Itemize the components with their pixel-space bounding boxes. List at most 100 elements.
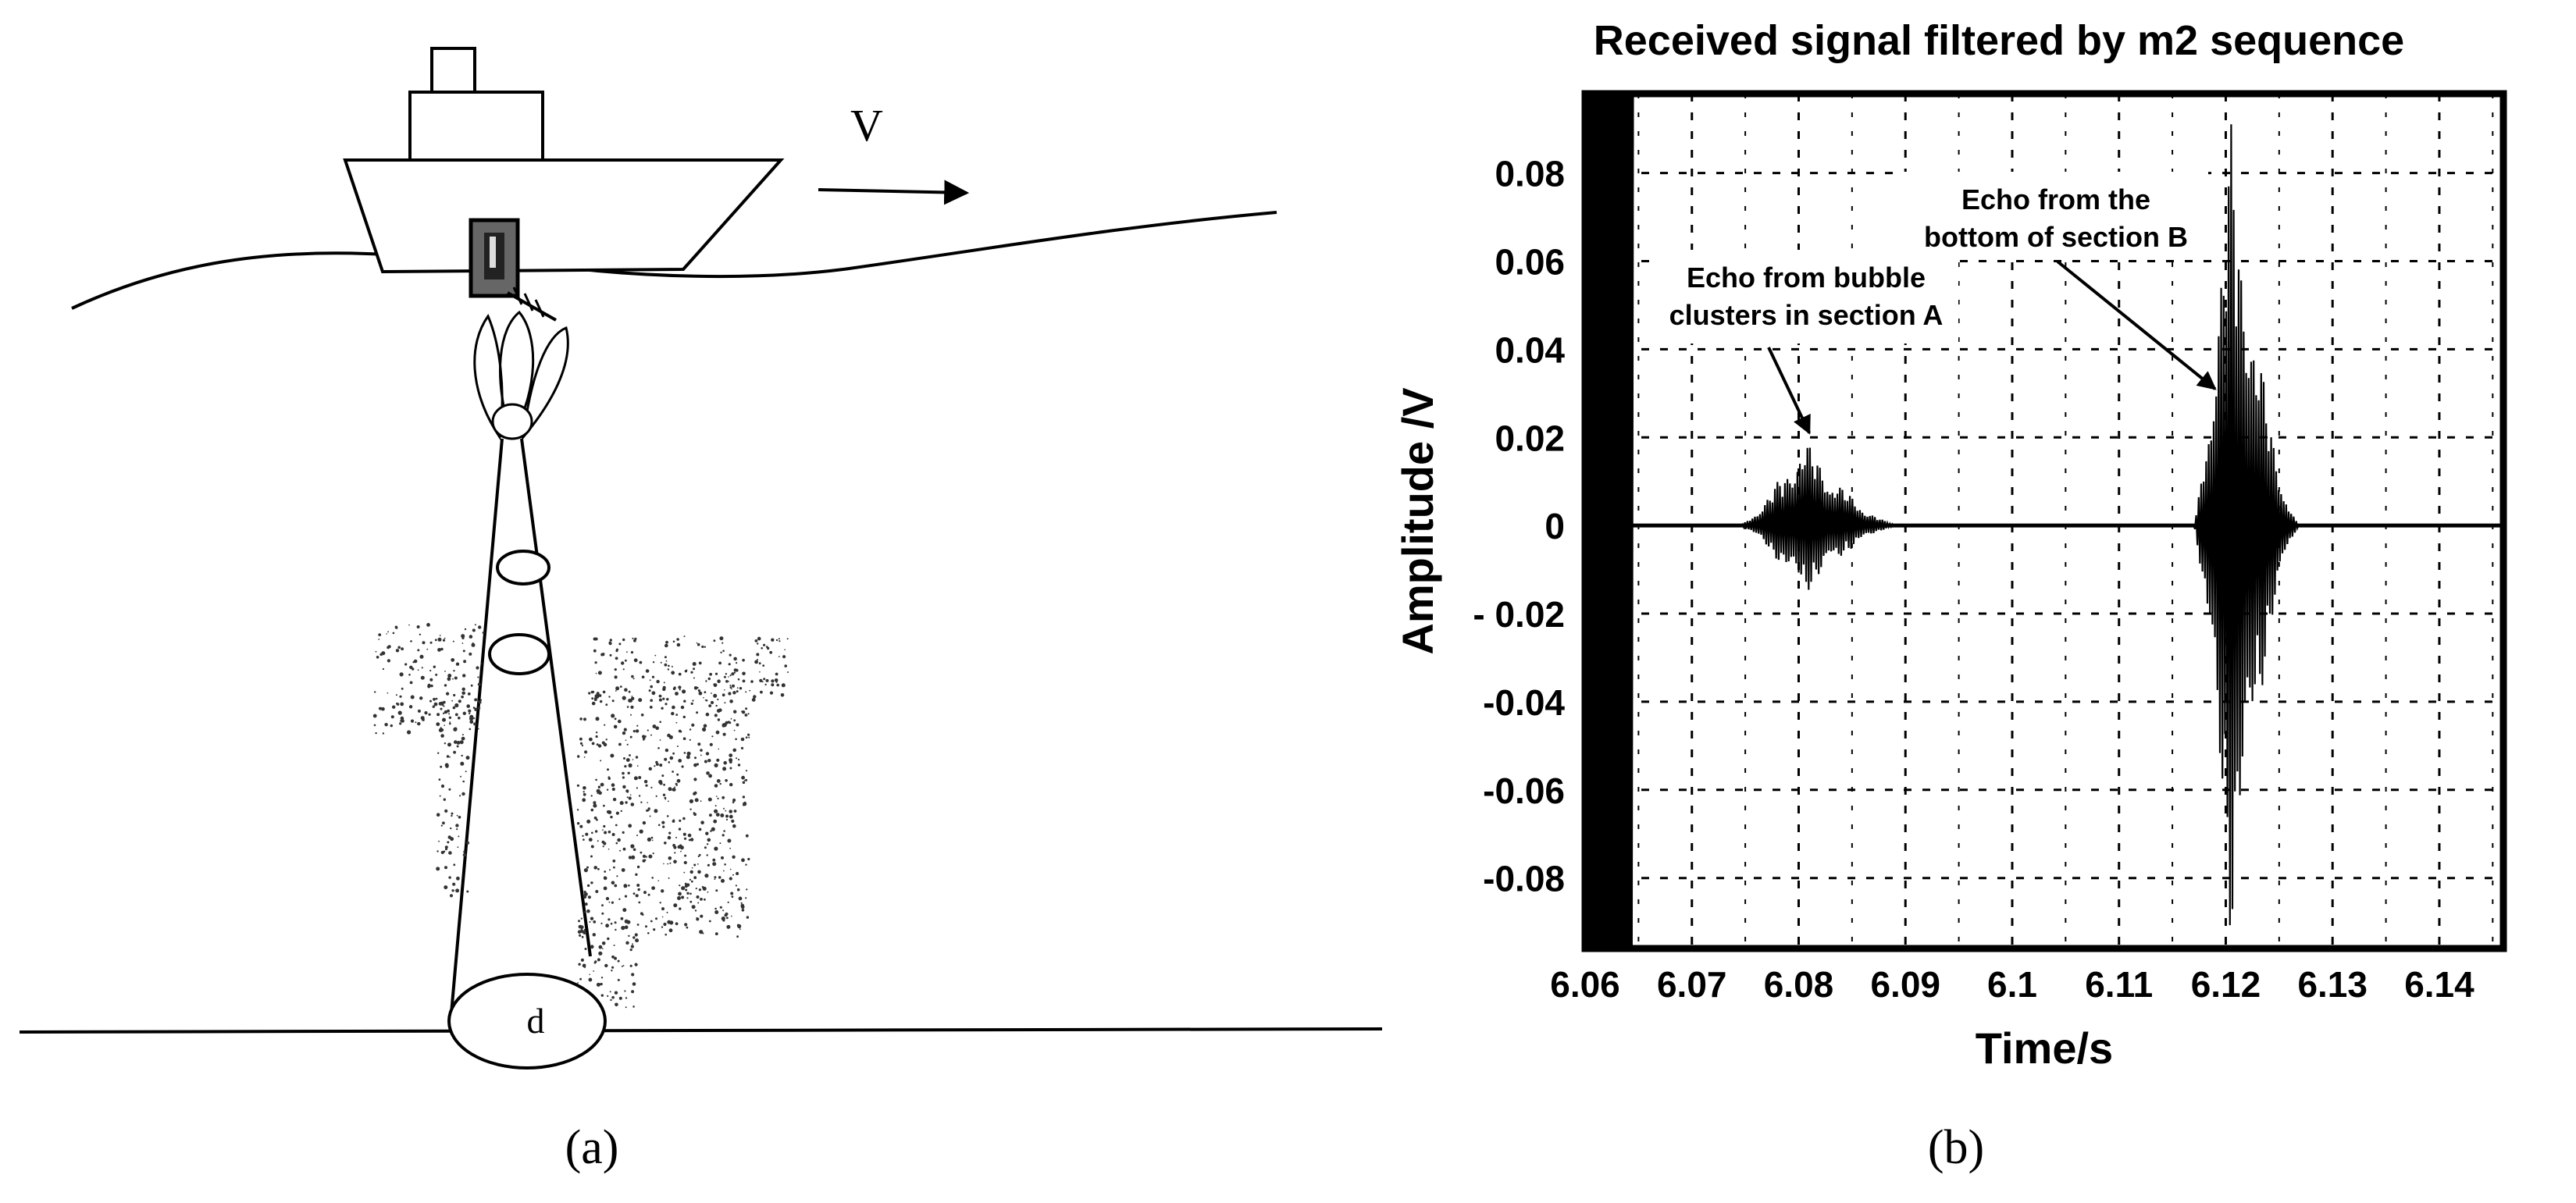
bubble-speck [456,828,458,831]
bubble-speck [724,863,726,866]
bubble-speck [667,863,669,865]
bubble-speck [463,660,467,664]
bubble-speck [717,718,721,721]
bubble-speck [436,722,440,727]
bubble-speck [628,796,632,800]
bubble-speck [742,679,746,683]
bubble-speck [713,683,715,685]
bubble-speck [440,850,444,855]
bubble-speck [622,731,626,735]
bubble-speck [604,870,607,873]
bubble-speck [672,687,676,690]
bubble-speck [676,642,681,647]
bubble-speck [624,925,629,930]
bubble-speck [447,841,450,844]
bubble-speck [782,655,786,659]
bubble-speck [451,699,453,702]
bubble-speck [673,845,677,849]
bubble-speck [583,717,586,721]
bubble-speck [729,767,732,770]
bubble-speck [407,730,412,735]
signal-chart: Received signal filtered by m2 sequence … [1393,17,2507,1174]
bubble-speck [578,920,580,923]
bubble-speck [661,820,665,824]
bubble-speck [593,866,597,870]
bubble-speck [428,713,431,716]
bubble-speck [638,698,643,703]
bubble-speck [657,747,660,749]
bubble-speck [595,717,600,721]
bubble-speck [718,876,721,879]
bubble-speck [611,970,613,972]
bubble-speck [648,854,653,859]
x-tick-label: 6.13 [2297,964,2368,1005]
bubble-speck [582,963,586,968]
bubble-speck [649,706,653,709]
bubble-speck [589,737,593,742]
bubble-speck [474,707,478,711]
bubble-speck [444,637,446,639]
bubble-speck [677,896,681,900]
bubble-speck [580,958,585,962]
bubble-speck [700,820,704,824]
bubble-speck [449,894,454,898]
bubble-speck [593,697,597,699]
bubble-speck [733,729,736,731]
bubble-speck [409,681,413,685]
bubble-speck [622,771,625,775]
bubble-speck [673,860,675,863]
bubble-speck [628,884,630,887]
bubble-speck [430,684,433,688]
bubble-speck [419,654,424,659]
bubble-speck [740,902,743,904]
bubble-speck [714,784,718,788]
bubble-speck [626,706,629,708]
bubble-speck [786,638,789,640]
bubble-speck [444,710,448,714]
bubble-speck [668,856,672,860]
bubble-speck [675,836,677,838]
bubble-speck [622,908,627,913]
y-tick-label: -0.08 [1483,859,1565,899]
bubble-speck [455,824,459,828]
bubble-speck [614,956,617,960]
bubble-speck [736,871,739,876]
bubble-speck [647,729,649,731]
bubble-speck [638,795,641,797]
bubble-speck [659,781,663,785]
bubble-speck [765,678,769,682]
bubble-speck [461,754,463,757]
bubble-speck [461,634,465,639]
bubble-speck [429,678,433,682]
bubble-speck [620,810,622,813]
bubble-speck [711,827,715,831]
bubble-speck [466,841,470,845]
bubble-speck [714,910,719,914]
bubble-speck [467,692,471,696]
bubble-speck [732,855,736,860]
bubble-speck [595,731,598,734]
bubble-speck [447,674,452,678]
bubble-speck [601,941,606,945]
bubble-speck [658,694,662,698]
bubble-speck [623,757,625,760]
bubble-speck [749,689,751,692]
bubble-speck [590,881,593,884]
bubble-speck [715,889,718,892]
annotation-box [1654,250,1958,343]
bubble-speck [629,964,632,967]
bubble-speck [691,723,695,727]
bubble-speck [429,641,433,644]
bubble-speck [683,699,686,703]
bubble-speck [727,838,732,843]
bubble-speck [747,857,750,861]
bubble-speck [715,704,718,707]
bubble-speck [603,824,606,828]
bubble-speck [392,705,396,709]
bubble-speck [745,707,748,710]
bubble-speck [751,698,756,702]
bubble-speck [675,692,679,696]
bubble-speck [584,948,587,950]
bubble-speck [677,746,679,747]
bubble-speck [776,683,779,687]
